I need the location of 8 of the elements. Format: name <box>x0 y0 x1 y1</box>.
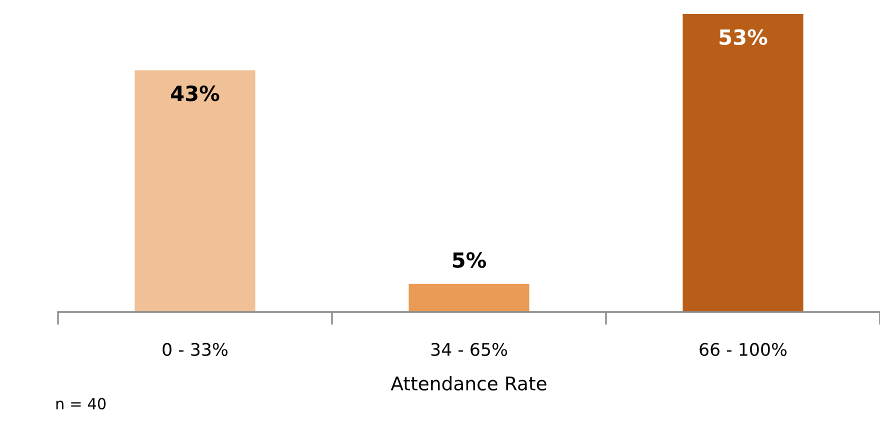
data-label: 53% <box>720 29 768 46</box>
x-axis-title: Attendance Rate <box>390 376 546 391</box>
x-tick-label: 34 - 65% <box>431 342 508 356</box>
data-label: 43% <box>171 85 220 102</box>
text: n = 40 <box>56 398 106 410</box>
data-label: 5% <box>452 252 486 268</box>
x-tick-label: 66 - 100% <box>700 342 787 356</box>
x-tick-label: 0 - 33% <box>162 342 228 356</box>
